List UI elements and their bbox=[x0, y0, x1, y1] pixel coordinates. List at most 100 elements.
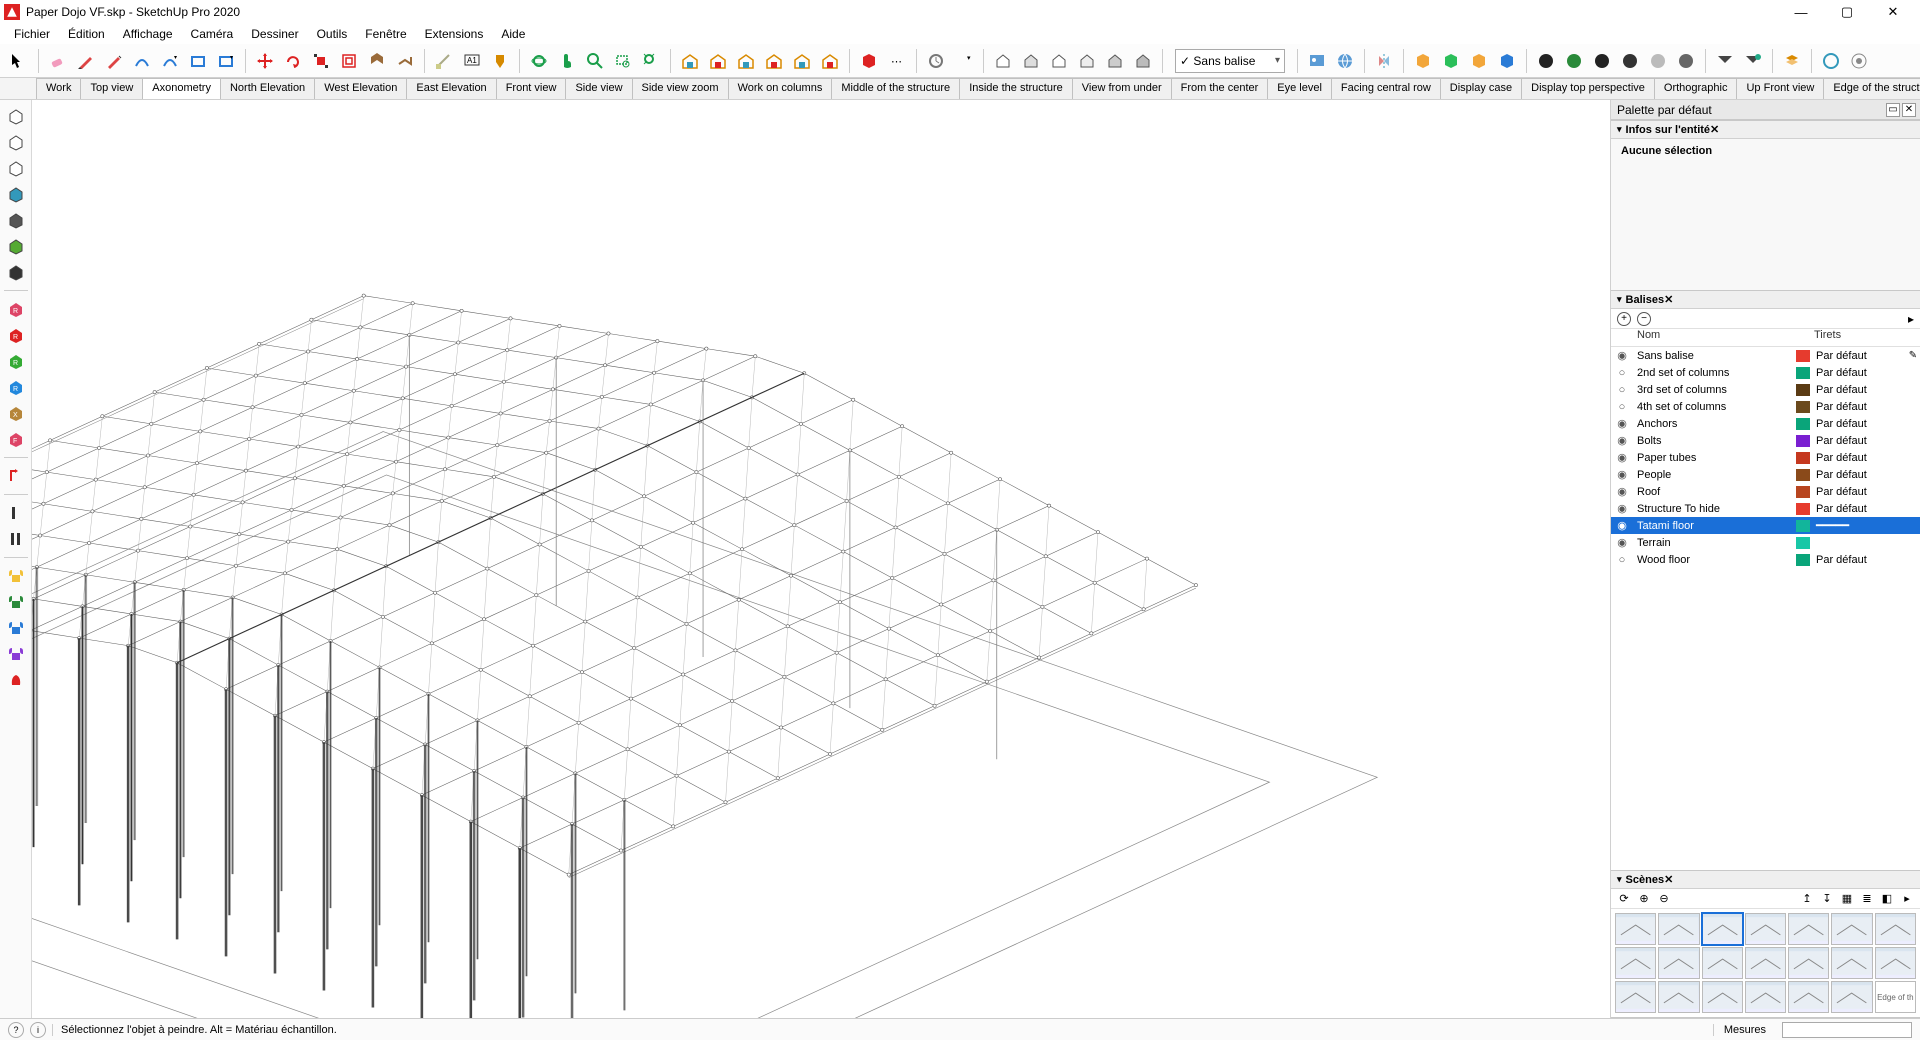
shirt-3[interactable] bbox=[3, 642, 29, 666]
scene-thumbnail[interactable] bbox=[1875, 913, 1916, 945]
scenes-close-button[interactable]: ✕ bbox=[1664, 873, 1673, 886]
tag-dash[interactable]: Par défaut bbox=[1814, 486, 1906, 498]
left-shape-5[interactable] bbox=[3, 234, 29, 258]
scene-thumbnail[interactable] bbox=[1658, 981, 1699, 1013]
scene-tab[interactable]: Inside the structure bbox=[959, 78, 1073, 99]
left-shape-3[interactable] bbox=[3, 182, 29, 206]
left-cube-2[interactable]: R bbox=[3, 349, 29, 373]
left-shape-2[interactable] bbox=[3, 156, 29, 180]
left-shape-4[interactable] bbox=[3, 208, 29, 232]
scene-thumbnail[interactable] bbox=[1615, 947, 1656, 979]
scene-tab[interactable]: Axonometry bbox=[142, 78, 221, 99]
scene-thumbnail[interactable] bbox=[1745, 947, 1786, 979]
tree-button[interactable] bbox=[1561, 48, 1587, 74]
tag-color-swatch[interactable] bbox=[1796, 503, 1810, 515]
scene-tab[interactable]: West Elevation bbox=[314, 78, 407, 99]
scene-up-button[interactable]: ↥ bbox=[1800, 892, 1814, 906]
scene-thumbnail[interactable] bbox=[1831, 947, 1872, 979]
tags-header[interactable]: Balises ✕ bbox=[1611, 291, 1920, 309]
layers-button[interactable] bbox=[1779, 48, 1805, 74]
scene-thumbnail[interactable] bbox=[1788, 913, 1829, 945]
tag-dash[interactable]: Par défaut bbox=[1814, 452, 1906, 464]
scene-thumbnail[interactable]: Edge of th bbox=[1875, 981, 1916, 1013]
measures-input[interactable] bbox=[1782, 1022, 1912, 1038]
tag-visibility-icon[interactable]: ◉ bbox=[1611, 502, 1633, 515]
menu-extensions[interactable]: Extensions bbox=[417, 25, 492, 43]
tag-row[interactable]: ◉ Bolts Par défaut bbox=[1611, 432, 1920, 449]
tag-row[interactable]: ◉ Paper tubes Par défaut bbox=[1611, 449, 1920, 466]
tag-row[interactable]: ○ Wood floor Par défaut bbox=[1611, 551, 1920, 568]
tag-dash[interactable]: Par défaut bbox=[1814, 367, 1906, 379]
scene-thumbnail[interactable] bbox=[1831, 913, 1872, 945]
tags-close-button[interactable]: ✕ bbox=[1664, 293, 1673, 306]
tags-col-dash[interactable]: Tirets bbox=[1810, 329, 1920, 346]
left-cube-1[interactable]: R bbox=[3, 323, 29, 347]
tag-row[interactable]: ○ 3rd set of columns Par défaut bbox=[1611, 381, 1920, 398]
tag-row[interactable]: ◉ Sans balise Par défaut ✎ bbox=[1611, 347, 1920, 364]
last-button[interactable] bbox=[3, 668, 29, 692]
tag-row[interactable]: ○ 2nd set of columns Par défaut bbox=[1611, 364, 1920, 381]
tag-visibility-icon[interactable]: ○ bbox=[1611, 401, 1633, 413]
offset-tool[interactable] bbox=[336, 48, 362, 74]
tag-row[interactable]: ◉ Terrain bbox=[1611, 534, 1920, 551]
tag-row[interactable]: ◉ Anchors Par défaut bbox=[1611, 415, 1920, 432]
tags-col-name[interactable]: Nom bbox=[1633, 329, 1810, 346]
target-button[interactable] bbox=[1818, 48, 1844, 74]
zoom-window-tool[interactable] bbox=[610, 48, 636, 74]
scene-thumbnail[interactable] bbox=[1831, 981, 1872, 1013]
tag-visibility-icon[interactable]: ◉ bbox=[1611, 485, 1633, 498]
left-shape-1[interactable] bbox=[3, 130, 29, 154]
import-button[interactable] bbox=[817, 48, 843, 74]
scene-thumbnail[interactable] bbox=[1658, 947, 1699, 979]
rotate-tool[interactable] bbox=[280, 48, 306, 74]
plugin-2-button[interactable] bbox=[1466, 48, 1492, 74]
scene-down-button[interactable]: ↧ bbox=[1820, 892, 1834, 906]
text-tool[interactable]: A1 bbox=[459, 48, 485, 74]
tag-color-swatch[interactable] bbox=[1796, 469, 1810, 481]
clock-button[interactable] bbox=[923, 48, 949, 74]
scene-view-list[interactable]: ≣ bbox=[1860, 892, 1874, 906]
tag-dash[interactable]: Par défaut bbox=[1814, 350, 1906, 362]
remove-tag-button[interactable]: − bbox=[1637, 312, 1651, 326]
scene-menu-button[interactable]: ▸ bbox=[1900, 892, 1914, 906]
scene-thumbnail[interactable] bbox=[1615, 981, 1656, 1013]
menu-caméra[interactable]: Caméra bbox=[183, 25, 242, 43]
scene-thumbnail[interactable] bbox=[1702, 913, 1743, 945]
tag-visibility-icon[interactable]: ◉ bbox=[1611, 451, 1633, 464]
tag-visibility-icon[interactable]: ○ bbox=[1611, 367, 1633, 379]
scene-thumbnail[interactable] bbox=[1745, 913, 1786, 945]
scene-tab[interactable]: Up Front view bbox=[1736, 78, 1824, 99]
tag-dash[interactable]: Par défaut bbox=[1814, 384, 1906, 396]
left-cube-0[interactable]: R bbox=[3, 297, 29, 321]
plugin-1-button[interactable] bbox=[1438, 48, 1464, 74]
entity-close-button[interactable]: ✕ bbox=[1710, 123, 1719, 136]
zoom-extents-tool[interactable] bbox=[638, 48, 664, 74]
tag-dash[interactable]: ━━━━━ bbox=[1814, 519, 1906, 532]
tag-dash[interactable]: Par défaut bbox=[1814, 418, 1906, 430]
arc-menu[interactable]: ▾ bbox=[157, 48, 183, 74]
warehouse-button[interactable] bbox=[677, 48, 703, 74]
sun-button[interactable] bbox=[1589, 48, 1615, 74]
scene-thumbnail[interactable] bbox=[1745, 981, 1786, 1013]
close-button[interactable]: ✕ bbox=[1870, 1, 1916, 23]
tag-dropdown[interactable]: ✓ Sans balise bbox=[1175, 49, 1285, 73]
tape-tool[interactable] bbox=[431, 48, 457, 74]
maximize-button[interactable]: ▢ bbox=[1824, 1, 1870, 23]
tag-visibility-icon[interactable]: ◉ bbox=[1611, 536, 1633, 549]
tag-dash[interactable]: Par défaut bbox=[1814, 469, 1906, 481]
scene-tab[interactable]: Work bbox=[36, 78, 81, 99]
tags-menu-button[interactable]: ▸ bbox=[1908, 312, 1914, 326]
scene-tab[interactable]: East Elevation bbox=[406, 78, 496, 99]
scene-tab[interactable]: Display top perspective bbox=[1521, 78, 1655, 99]
left-shape-6[interactable] bbox=[3, 260, 29, 284]
scene-tab[interactable]: Eye level bbox=[1267, 78, 1332, 99]
scene-tab[interactable]: Top view bbox=[80, 78, 143, 99]
tag-visibility-icon[interactable]: ◉ bbox=[1611, 468, 1633, 481]
gear2-button[interactable] bbox=[1673, 48, 1699, 74]
col-single[interactable] bbox=[3, 501, 29, 525]
tag-color-swatch[interactable] bbox=[1796, 486, 1810, 498]
tag-color-swatch[interactable] bbox=[1796, 384, 1810, 396]
tag-visibility-icon[interactable]: ○ bbox=[1611, 384, 1633, 396]
select-tool[interactable] bbox=[6, 48, 32, 74]
tag-row[interactable]: ◉ People Par défaut bbox=[1611, 466, 1920, 483]
